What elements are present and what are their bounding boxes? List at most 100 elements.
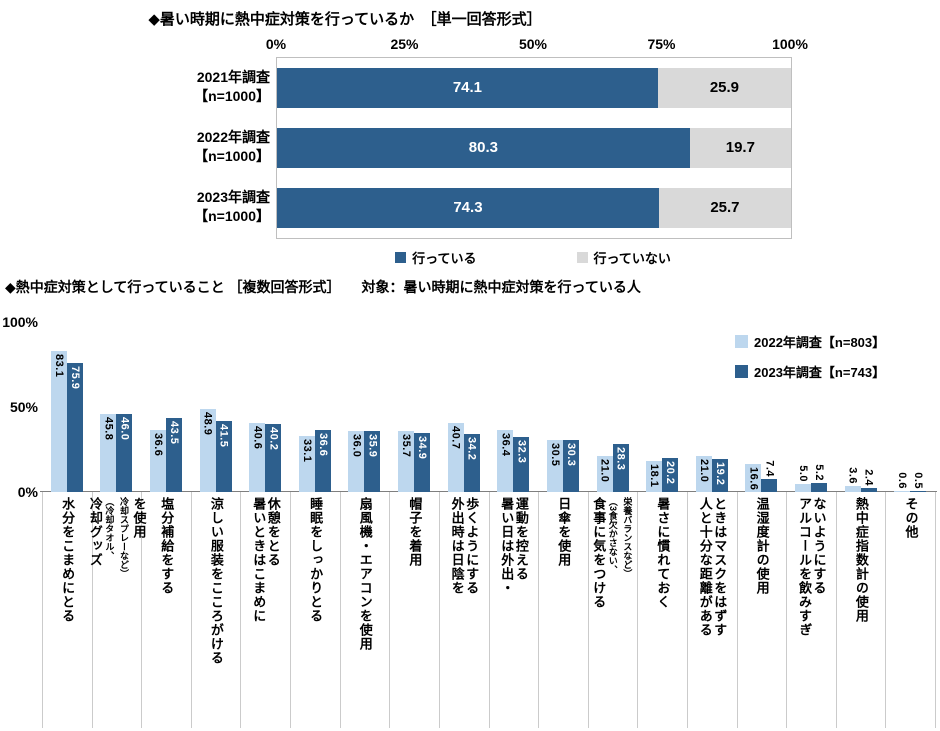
category-label-slot: 暑いときはこまめに 休憩をとる [240, 497, 290, 727]
bar-value-label: 5.2 [812, 464, 825, 482]
bar-value-label: 40.2 [267, 426, 280, 451]
bar-value-label: 75.9 [68, 365, 81, 390]
legend-item: 行っている [395, 248, 477, 267]
bar-2023 [66, 362, 83, 492]
bar-2023 [860, 487, 877, 492]
category-label: 食事に気をつける （3食欠かさない、 栄養バランスなど） [591, 497, 633, 609]
bar-value-label: 46.0 [118, 416, 131, 441]
category-label: 人と十分な距離がある ときはマスクをはずす [697, 497, 728, 637]
category-label-slot: 暑い日は外出・ 運動を控える [489, 497, 539, 727]
bar-2022 [497, 430, 514, 492]
legend-label: 2022年調査【n=803】 [754, 335, 886, 350]
category-separator [91, 492, 93, 728]
category-label-slot: 暑さに慣れておく [637, 497, 687, 727]
bar-value-label: 33.1 [300, 438, 313, 463]
top-chart-title: ◆暑い時期に熱中症対策を行っているか ［単一回答形式］ [148, 11, 542, 28]
category-label: 冷却グッズ （冷却タオル、 冷却スプレーなど） を使用 [87, 497, 147, 578]
bar-2023 [314, 429, 331, 492]
bar-2023 [414, 432, 431, 492]
category-label-slot: 熱中症指数計の使用 [836, 497, 886, 727]
category-label-slot: 睡眠をしっかりとる [290, 497, 340, 727]
row-label: 2021年調査 【n=1000】 [194, 69, 270, 104]
bar-value-label: 16.6 [747, 466, 760, 491]
category-separator [935, 492, 936, 728]
category-separator [736, 492, 738, 728]
bar-value-label: 30.5 [548, 443, 561, 467]
top-chart-plot-area: 74.1 25.9 80.3 19.7 74.3 25.7 [276, 57, 792, 239]
category-label: 睡眠をしっかりとる [308, 497, 324, 623]
category-separator [686, 492, 688, 728]
legend-label: 行っていない [593, 251, 671, 266]
y-axis-tick-label: 0% [17, 484, 38, 500]
bar-2022 [695, 456, 712, 492]
bar-value-label: 45.8 [102, 417, 115, 441]
top-chart-legend: 行っている 行っていない [276, 248, 790, 267]
category-label: 涼しい服装をこころがける [208, 497, 224, 665]
bar-2022 [398, 431, 415, 492]
bar-value-label: 18.1 [648, 464, 661, 488]
x-axis-tick-label: 25% [390, 36, 419, 52]
category-label-slot: 扇風機・エアコンを使用 [340, 497, 390, 727]
bottom-chart-legend: 2022年調査【n=803】 2023年調査【n=743】 [735, 332, 885, 392]
bar-value-yes: 74.3 [453, 199, 483, 216]
bar-value-label: 0.6 [896, 472, 909, 489]
bar-2023 [463, 433, 480, 492]
bar-value-label: 34.9 [416, 435, 429, 460]
bar-2022 [50, 350, 67, 492]
bar-value-no: 25.7 [710, 199, 740, 216]
bar-2022 [844, 485, 861, 492]
category-separator [141, 492, 143, 728]
bar-value-label: 35.9 [366, 433, 379, 458]
y-axis-tick-label: 100% [2, 314, 38, 330]
bar-value-label: 21.0 [697, 459, 710, 483]
category-label: 水分をこまめにとる [60, 497, 76, 623]
bar-value-label: 28.3 [614, 446, 627, 471]
category-label: 扇風機・エアコンを使用 [357, 497, 373, 651]
bar-value-label: 83.1 [52, 353, 65, 378]
bar-2022 [794, 483, 811, 492]
bar-value-label: 36.4 [499, 433, 512, 457]
category-label-slot: その他 [885, 497, 935, 727]
category-label-slot: 人と十分な距離がある ときはマスクをはずす [687, 497, 737, 727]
bar-value-label: 30.3 [564, 443, 577, 467]
bar-segment-yes [277, 128, 690, 168]
category-separator [339, 492, 341, 728]
row-label: 2023年調査 【n=1000】 [194, 189, 270, 224]
bar-value-label: 36.6 [152, 432, 165, 457]
category-label: 外出時は日陰を 歩くようにする [449, 497, 480, 595]
bar-2023 [612, 443, 629, 492]
category-label-small-print: （3食欠かさない、 栄養バランスなど） [607, 497, 633, 578]
bar-2022 [348, 430, 365, 492]
category-separator [488, 492, 490, 728]
bar-value-label: 35.7 [400, 434, 413, 458]
category-label-slot: 外出時は日陰を 歩くようにする [439, 497, 489, 727]
category-separator [786, 492, 788, 728]
bar-value-label: 43.5 [168, 421, 181, 445]
bar-value-label: 5.0 [796, 464, 809, 482]
bar-2023 [116, 413, 133, 492]
bar-2023 [562, 440, 579, 492]
bar-value-label: 7.4 [763, 460, 776, 478]
category-label-slot: 冷却グッズ （冷却タオル、 冷却スプレーなど） を使用 [88, 497, 147, 727]
category-separator [885, 492, 887, 728]
legend-swatch [395, 252, 407, 263]
bar-segment-yes [277, 68, 658, 108]
category-label-slot: 水分をこまめにとる [42, 497, 92, 727]
bar-segment-no [658, 188, 791, 228]
category-label: 温湿度計の使用 [754, 497, 770, 595]
bar-2023 [662, 457, 679, 492]
legend-label: 2023年調査【n=743】 [754, 365, 886, 380]
bar-2023 [364, 430, 381, 492]
bar-2023 [513, 437, 530, 492]
bar-2022 [546, 440, 563, 492]
row-label: 2022年調査 【n=1000】 [194, 129, 270, 164]
bar-2022 [150, 429, 167, 492]
bar-2023 [910, 491, 927, 492]
bar-2023 [761, 479, 778, 492]
category-label-slot: 塩分補給をする [141, 497, 191, 727]
bar-2022 [745, 463, 762, 492]
bar-2022 [298, 435, 315, 492]
category-separator [190, 492, 192, 728]
legend-item: 2023年調査【n=743】 [735, 362, 885, 381]
